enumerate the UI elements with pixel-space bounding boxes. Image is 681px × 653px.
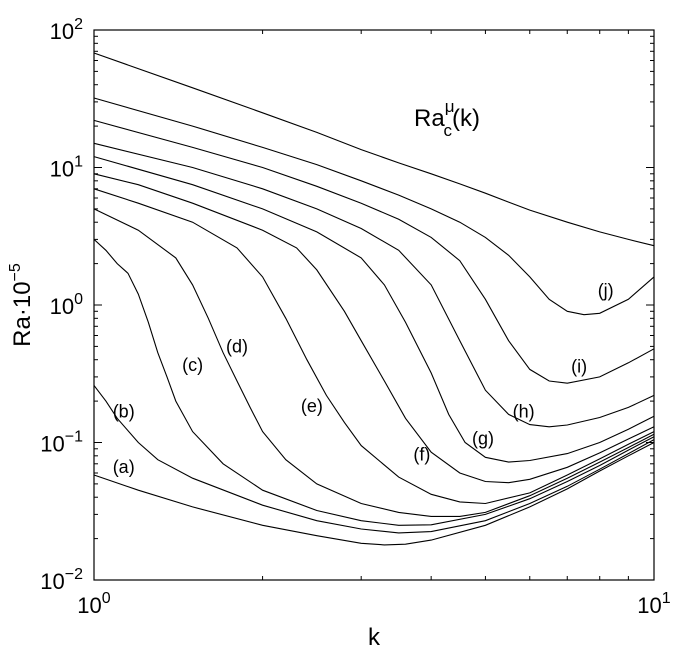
curve-4 bbox=[93, 208, 655, 517]
curve-label-6: (f) bbox=[413, 445, 430, 465]
y-tick-label: 10−2 bbox=[40, 566, 83, 594]
curve-label-2: (b) bbox=[113, 401, 135, 421]
curves bbox=[93, 52, 655, 546]
x-axis-ticks: 100 101 bbox=[77, 30, 671, 618]
curve-label-8: (h) bbox=[513, 401, 535, 421]
y-tick-label-exponent: −2 bbox=[65, 566, 83, 583]
x-tick-label-base: 10 bbox=[637, 593, 661, 618]
annotation-base: Ra bbox=[414, 105, 445, 132]
curve-10 bbox=[93, 97, 655, 316]
y-tick-label-base: 10 bbox=[40, 432, 64, 457]
curve-7 bbox=[93, 156, 655, 463]
curve-3 bbox=[93, 238, 655, 526]
curve-label-7: (g) bbox=[472, 428, 494, 448]
y-axis-title-base: Ra·10 bbox=[9, 281, 36, 346]
x-axis-title: k bbox=[368, 624, 381, 651]
y-tick-label-base: 10 bbox=[40, 569, 64, 594]
curve-labels: (a) (b) (c) (d) (e) (f) (g) (h) (i) (j) bbox=[113, 280, 614, 477]
y-tick-label: 101 bbox=[50, 154, 83, 182]
y-tick-label-exponent: 1 bbox=[74, 154, 83, 171]
curve-label-3: (c) bbox=[182, 355, 203, 375]
curve-label-9: (i) bbox=[571, 356, 587, 376]
y-tick-label-exponent: 0 bbox=[74, 291, 83, 308]
curve-label-1: (a) bbox=[113, 457, 135, 477]
curve-annotation: Raμ c(k) bbox=[414, 97, 480, 140]
y-axis-title: Ra·10−5 bbox=[7, 263, 36, 347]
y-tick-label-base: 10 bbox=[50, 19, 74, 44]
curve-1 bbox=[93, 442, 655, 546]
x-tick-label-base: 10 bbox=[77, 593, 101, 618]
y-tick-label: 100 bbox=[50, 291, 83, 319]
annotation-suffix: (k) bbox=[452, 105, 480, 132]
y-tick-label-base: 10 bbox=[50, 294, 74, 319]
curve-11 bbox=[93, 52, 655, 247]
annotation-superscript: μ bbox=[445, 97, 455, 116]
curve-5 bbox=[93, 188, 655, 505]
curve-6 bbox=[93, 173, 655, 484]
x-tick-label: 100 bbox=[77, 590, 110, 618]
x-tick-label-exponent: 1 bbox=[662, 590, 671, 607]
y-axis-title-exponent: −5 bbox=[7, 263, 24, 281]
y-tick-label-exponent: 2 bbox=[74, 16, 83, 33]
x-tick-label: 101 bbox=[637, 590, 670, 618]
curve-2 bbox=[93, 385, 655, 534]
curve-label-5: (e) bbox=[301, 396, 323, 416]
y-tick-label-exponent: −1 bbox=[65, 429, 83, 446]
curve-9 bbox=[93, 119, 655, 384]
plot-frame bbox=[93, 29, 655, 581]
annotation-subscript: c bbox=[443, 121, 452, 140]
curve-8 bbox=[93, 142, 655, 428]
y-tick-label: 10−1 bbox=[40, 429, 83, 457]
curve-label-10: (j) bbox=[598, 280, 614, 300]
x-tick-label-exponent: 0 bbox=[102, 590, 111, 607]
y-tick-label: 102 bbox=[50, 16, 83, 44]
curve-label-4: (d) bbox=[226, 336, 248, 356]
y-tick-label-base: 10 bbox=[50, 157, 74, 182]
